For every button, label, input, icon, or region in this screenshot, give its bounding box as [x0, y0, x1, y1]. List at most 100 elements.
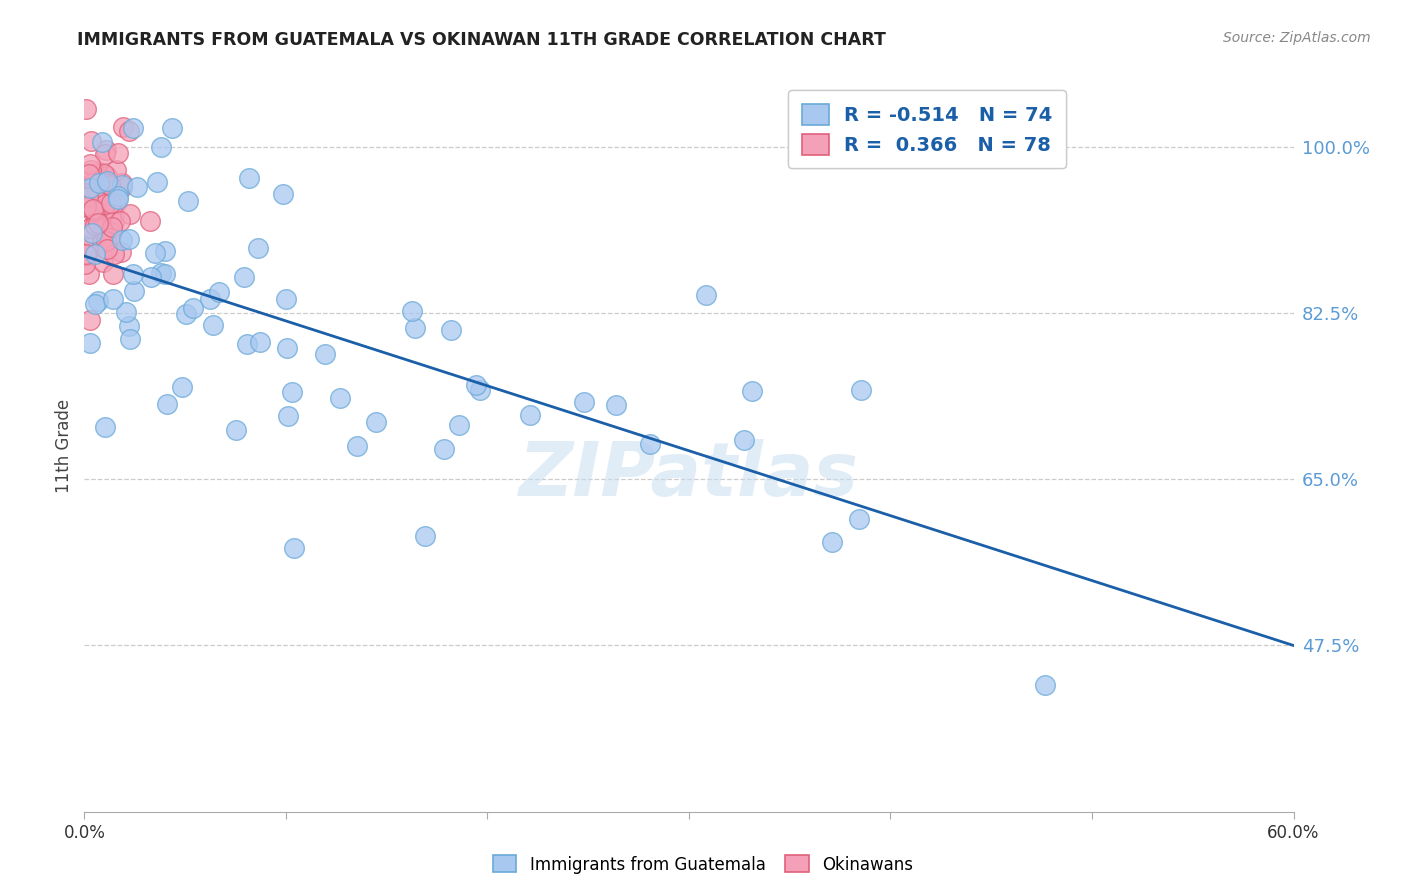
Text: Source: ZipAtlas.com: Source: ZipAtlas.com — [1223, 31, 1371, 45]
Point — [404, 321, 426, 335]
Point — [98, 181, 121, 195]
Point — [82, 202, 104, 216]
Point — [80, 240, 103, 254]
Point — [149, 266, 172, 280]
Point — [280, 384, 302, 399]
Point — [401, 304, 423, 318]
Point — [108, 214, 131, 228]
Point — [75, 199, 97, 213]
Point — [273, 186, 295, 201]
Point — [198, 293, 221, 307]
Point — [1033, 678, 1056, 692]
Y-axis label: 11th Grade: 11th Grade — [55, 399, 73, 493]
Point — [84, 219, 107, 233]
Point — [143, 245, 166, 260]
Point — [741, 384, 763, 399]
Point — [80, 203, 103, 218]
Point — [77, 190, 100, 204]
Point — [111, 233, 134, 247]
Point — [100, 196, 122, 211]
Point — [121, 267, 143, 281]
Point — [156, 397, 179, 411]
Point — [93, 188, 115, 202]
Point — [103, 215, 125, 229]
Point — [447, 418, 470, 433]
Point — [77, 167, 100, 181]
Point — [101, 219, 124, 234]
Point — [98, 178, 121, 193]
Point — [695, 288, 717, 302]
Point — [120, 206, 142, 220]
Point — [89, 188, 111, 202]
Point — [366, 415, 388, 429]
Point — [149, 140, 172, 154]
Point — [118, 232, 141, 246]
Point — [153, 267, 176, 281]
Point — [110, 245, 132, 260]
Point — [208, 285, 231, 299]
Point — [84, 205, 107, 219]
Point — [249, 334, 271, 349]
Point — [82, 226, 104, 240]
Point — [93, 205, 115, 219]
Point — [849, 383, 872, 397]
Point — [96, 173, 118, 187]
Point — [172, 380, 194, 394]
Point — [79, 182, 101, 196]
Point — [90, 227, 112, 241]
Point — [103, 292, 125, 306]
Point — [94, 197, 117, 211]
Point — [183, 301, 205, 315]
Point — [114, 305, 136, 319]
Point — [413, 529, 436, 543]
Point — [87, 216, 110, 230]
Point — [73, 257, 96, 271]
Point — [97, 223, 120, 237]
Point — [118, 124, 141, 138]
Point — [91, 255, 114, 269]
Point — [432, 442, 454, 457]
Point — [160, 120, 183, 135]
Point — [84, 166, 107, 180]
Point — [86, 186, 108, 201]
Point — [75, 248, 97, 262]
Point — [94, 419, 117, 434]
Point — [233, 270, 256, 285]
Point — [112, 120, 135, 135]
Legend: R = -0.514   N = 74, R =  0.366   N = 78: R = -0.514 N = 74, R = 0.366 N = 78 — [787, 90, 1066, 169]
Point — [638, 437, 661, 451]
Point — [79, 312, 101, 326]
Point — [79, 228, 101, 243]
Point — [93, 227, 115, 242]
Point — [82, 182, 104, 196]
Point — [79, 157, 101, 171]
Legend: Immigrants from Guatemala, Okinawans: Immigrants from Guatemala, Okinawans — [485, 847, 921, 882]
Point — [101, 267, 124, 281]
Point — [91, 212, 114, 227]
Point — [572, 395, 595, 409]
Point — [75, 102, 97, 116]
Point — [79, 198, 101, 212]
Point — [76, 188, 98, 202]
Point — [276, 341, 298, 355]
Point — [93, 167, 115, 181]
Point — [848, 512, 870, 526]
Point — [111, 180, 134, 194]
Point — [94, 234, 117, 248]
Point — [79, 181, 101, 195]
Point — [346, 439, 368, 453]
Point — [97, 184, 120, 198]
Point — [201, 318, 224, 333]
Point — [91, 224, 114, 238]
Point — [733, 434, 755, 448]
Point — [107, 189, 129, 203]
Point — [277, 409, 299, 424]
Point — [101, 226, 124, 240]
Point — [90, 224, 112, 238]
Point — [470, 383, 492, 397]
Point — [86, 201, 108, 215]
Point — [464, 378, 486, 392]
Point — [174, 307, 197, 321]
Point — [103, 207, 125, 221]
Point — [94, 147, 117, 161]
